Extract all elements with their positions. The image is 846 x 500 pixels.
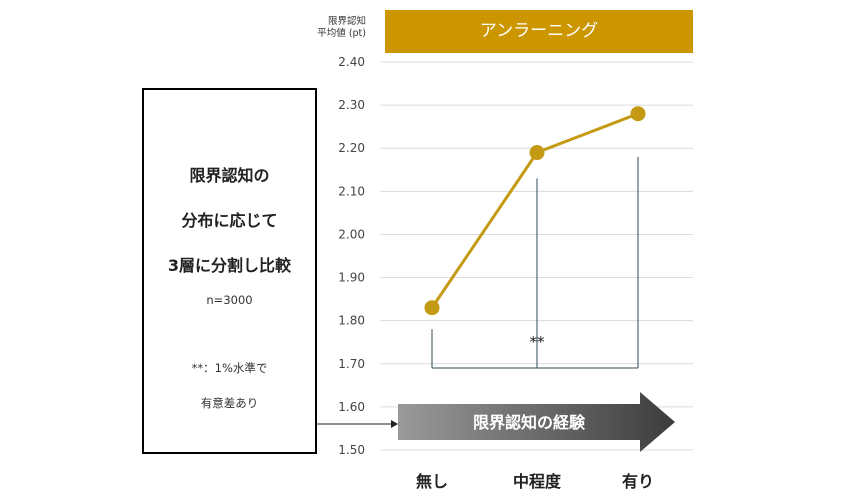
y-tick-label: 2.40: [338, 55, 365, 69]
y-tick-label: 2.10: [338, 184, 365, 198]
note-box: 限界認知の 分布に応じて 3層に分割し比較 n=3000 **：1%水準で 有意…: [142, 88, 317, 454]
data-point: [424, 300, 440, 316]
note-line-3: 3層に分割し比較: [167, 256, 292, 275]
y-tick-label: 1.70: [338, 357, 365, 371]
experience-arrow: [398, 392, 675, 452]
y-tick-label: 1.50: [338, 443, 365, 457]
x-category-label: 無し: [416, 472, 448, 491]
y-tick-label: 1.60: [338, 400, 365, 414]
y-tick-label: 2.00: [338, 227, 365, 241]
connector-arrowhead: [391, 420, 398, 428]
y-tick-label: 2.30: [338, 98, 365, 112]
series-line: [430, 112, 639, 309]
arrow-label: 限界認知の経験: [473, 413, 586, 432]
y-axis-label-line2: 平均値 (pt): [317, 28, 366, 39]
note-line-2: 分布に応じて: [181, 211, 278, 230]
significance-label: **: [530, 333, 546, 351]
y-tick-label: 2.20: [338, 141, 365, 155]
y-tick-label: 1.80: [338, 314, 365, 328]
data-point: [529, 145, 545, 161]
significance-note-2: 有意差あり: [200, 396, 259, 410]
sample-size: n=3000: [206, 293, 253, 307]
y-tick-label: 1.90: [338, 271, 365, 285]
y-axis-label-line1: 限界認知: [327, 16, 366, 27]
x-category-label: 中程度: [513, 472, 562, 491]
chart-title: アンラーニング: [385, 10, 693, 53]
significance-note: **：1%水準で: [191, 361, 268, 375]
data-point: [630, 106, 646, 122]
x-category-label: 有り: [622, 472, 654, 491]
note-line-1: 限界認知の: [189, 166, 270, 185]
y-axis-header: 限界認知 平均値 (pt): [316, 16, 366, 40]
